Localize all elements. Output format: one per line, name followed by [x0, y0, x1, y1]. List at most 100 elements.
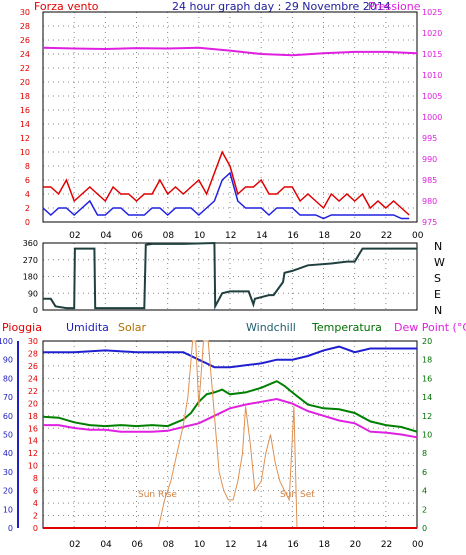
humidity-y-tick: 20: [3, 487, 13, 496]
weather-panel-x-tick: 12: [225, 540, 236, 550]
wind-panel-x-tick: 20: [350, 231, 362, 241]
wind-direction-line: [43, 241, 417, 311]
pressure-y-tick: 1010: [422, 71, 442, 80]
humidity-y-tick: 0: [8, 524, 13, 533]
sunrise-label: Sun Rise: [138, 490, 177, 500]
wind-y-tick: 8: [25, 162, 30, 171]
humidity-y-tick: 30: [3, 468, 13, 477]
wind-speed-line: [42, 171, 410, 220]
wind-y-tick: 2: [25, 204, 30, 213]
rain-y-tick: 14: [28, 437, 38, 446]
rain-y-tick: 8: [33, 474, 38, 483]
pressure-y-tick: 1020: [422, 29, 442, 38]
temperature-y-tick: 0: [422, 524, 427, 533]
wind-y-tick: 16: [20, 106, 30, 115]
pressure-y-tick: 975: [422, 218, 437, 227]
temperature-y-tick: 12: [422, 412, 432, 421]
solar-title: Solar: [118, 321, 147, 334]
wind-y-tick: 26: [20, 36, 30, 45]
wind-panel-x-tick: 02: [69, 231, 80, 241]
temperature-y-tick: 20: [422, 337, 432, 346]
temperature-title: Temperatura: [311, 321, 382, 334]
humidity-y-tick: 60: [3, 412, 13, 421]
rain-y-tick: 24: [28, 374, 38, 383]
humidity-line: [43, 345, 417, 369]
direction-y-tick: 180: [23, 273, 38, 282]
pressure-y-tick: 985: [422, 176, 437, 185]
wind-y-tick: 24: [20, 50, 30, 59]
humidity-y-tick: 100: [0, 337, 13, 346]
wind-y-tick: 4: [25, 190, 30, 199]
rain-y-tick: 18: [28, 412, 38, 421]
temperature-line: [42, 380, 418, 433]
pressure-line: [42, 46, 418, 57]
rain-y-tick: 26: [28, 362, 38, 371]
weather-panel-x-tick: 20: [350, 540, 362, 550]
direction-label-w: W: [434, 256, 445, 269]
wind-panel-x-tick: 16: [287, 231, 299, 241]
weather-panel-x-tick: 10: [194, 540, 206, 550]
direction-label-n-bottom: N: [434, 304, 442, 317]
wind-panel-x-tick: 06: [132, 231, 144, 241]
humidity-y-tick: 50: [3, 431, 13, 440]
sunset-label: Sun Set: [280, 490, 315, 500]
wind-panel-x-tick: 18: [319, 231, 331, 241]
weather-panel-x-tick: 06: [132, 540, 144, 550]
temperature-y-tick: 6: [422, 468, 427, 477]
rain-y-tick: 6: [33, 487, 38, 496]
wind-y-tick: 20: [20, 78, 30, 87]
wind-y-tick: 14: [20, 120, 30, 129]
wind-y-tick: 18: [20, 92, 30, 101]
wind-panel-x-tick: 00: [412, 231, 424, 241]
wind-y-tick: 0: [25, 218, 30, 227]
humidity-y-tick: 90: [3, 356, 13, 365]
right-axis-title: Pressione: [368, 0, 421, 13]
direction-panel-frame: [42, 242, 418, 311]
pressure-y-tick: 990: [422, 155, 437, 164]
pressure-y-tick: 1025: [422, 8, 442, 17]
rain-y-tick: 22: [28, 387, 38, 396]
wind-y-tick: 12: [20, 134, 30, 143]
temperature-y-tick: 2: [422, 505, 427, 514]
rain-y-tick: 16: [28, 424, 38, 433]
wind-panel-frame: [42, 11, 418, 223]
temperature-y-tick: 14: [422, 393, 432, 402]
humidity-y-tick: 10: [3, 505, 13, 514]
wind-y-tick: 6: [25, 176, 30, 185]
humidity-title: Umidita: [66, 321, 109, 334]
rain-y-tick: 28: [28, 349, 38, 358]
weather-panel-x-tick: 18: [319, 540, 331, 550]
direction-y-tick: 270: [23, 256, 38, 265]
rain-y-tick: 0: [33, 524, 38, 533]
weather-panel-x-tick: 22: [381, 540, 392, 550]
wind-panel-x-tick: 10: [194, 231, 206, 241]
direction-y-tick: 0: [33, 306, 38, 315]
rain-y-tick: 4: [33, 499, 38, 508]
direction-label-n-top: N: [434, 240, 442, 253]
wind-panel-x-tick: 22: [381, 231, 392, 241]
direction-y-tick: 90: [28, 289, 38, 298]
chart-title: 24 hour graph day : 29 Novembre 2014: [172, 0, 391, 13]
dewpoint-title: Dew Point (°C): [394, 321, 466, 334]
dewpoint-line: [43, 397, 418, 439]
wind-panel-x-tick: 12: [225, 231, 236, 241]
direction-label-e: E: [434, 288, 441, 301]
weather-panel-x-tick: 14: [256, 540, 268, 550]
temperature-y-tick: 10: [422, 431, 432, 440]
temperature-y-tick: 18: [422, 356, 432, 365]
weather-panel-x-tick: 04: [100, 540, 112, 550]
humidity-y-tick: 80: [3, 374, 13, 383]
wind-panel-x-tick: 08: [163, 231, 175, 241]
temperature-y-tick: 8: [422, 449, 427, 458]
wind-y-tick: 28: [20, 22, 30, 31]
pressure-y-tick: 1000: [422, 113, 442, 122]
rain-title: Pioggia: [2, 321, 42, 334]
humidity-y-tick: 70: [3, 393, 13, 402]
direction-y-tick: 360: [23, 239, 38, 248]
pressure-y-tick: 1005: [422, 92, 442, 101]
rain-y-tick: 10: [28, 462, 38, 471]
temperature-y-tick: 4: [422, 487, 427, 496]
windchill-title: Windchill: [246, 321, 296, 334]
solar-line: [157, 340, 298, 529]
